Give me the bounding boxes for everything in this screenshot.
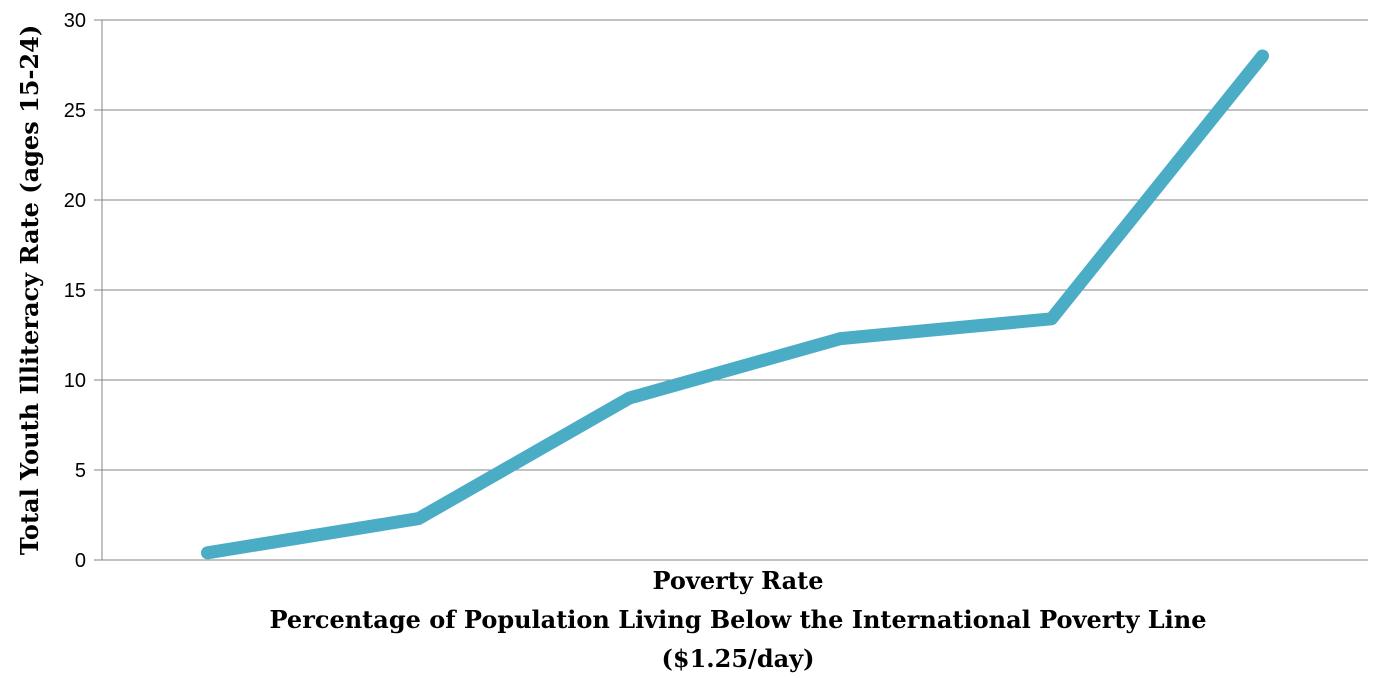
series-layer xyxy=(201,49,1269,560)
y-tick-labels: 0 5 10 15 20 25 30 xyxy=(64,10,86,572)
y-tick-label: 5 xyxy=(75,460,86,482)
y-axis-title: Total Youth Illiteracy Rate (ages 15-24) xyxy=(15,25,44,555)
data-point-1 xyxy=(207,552,208,554)
gridlines xyxy=(102,19,1368,471)
x-axis-title-line-3: ($1.25/day) xyxy=(662,644,815,673)
data-point-3 xyxy=(629,397,630,399)
y-tick-label: 30 xyxy=(64,10,86,32)
y-tick-label: 20 xyxy=(64,190,86,212)
axes xyxy=(94,19,1368,561)
y-tick-label: 0 xyxy=(75,550,86,572)
x-axis-title-line-1: Poverty Rate xyxy=(652,566,823,595)
data-point-2 xyxy=(418,518,419,520)
y-tick-label: 10 xyxy=(64,370,86,392)
series-line xyxy=(201,49,1269,560)
data-point-6 xyxy=(1262,55,1263,57)
x-axis-title-line-2: Percentage of Population Living Below th… xyxy=(270,605,1207,634)
y-tick-label: 25 xyxy=(64,100,86,122)
data-point-5 xyxy=(1051,318,1052,320)
y-tick-label: 15 xyxy=(64,280,86,302)
data-point-4 xyxy=(840,338,841,340)
